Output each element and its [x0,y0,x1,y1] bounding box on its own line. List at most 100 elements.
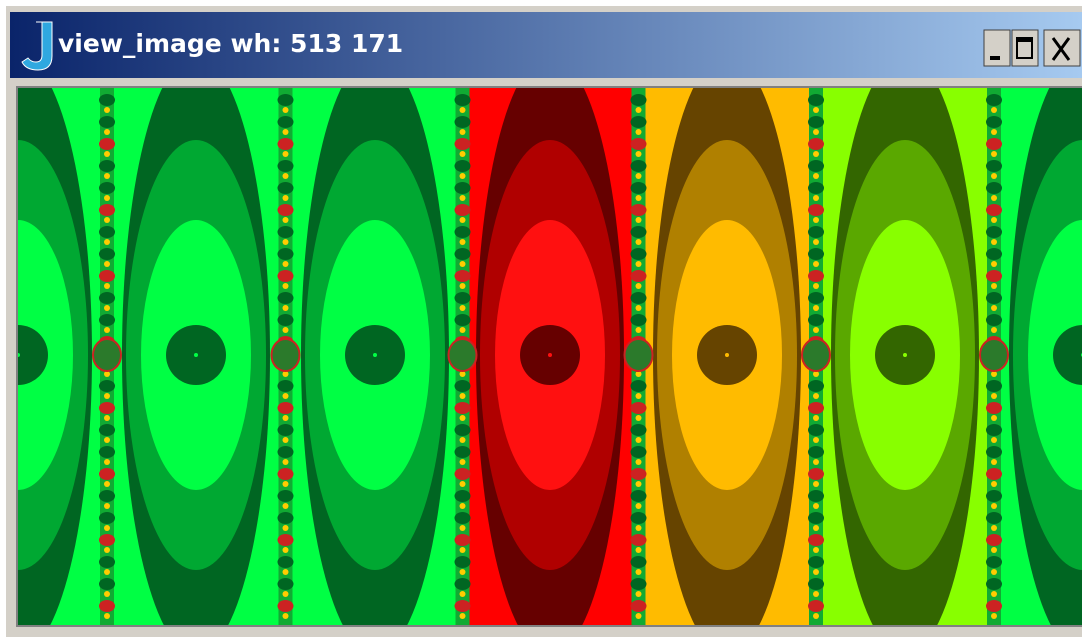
fractal-bud [460,569,466,575]
fractal-bud [278,556,294,568]
fractal-bud [104,481,110,487]
fractal-bud [636,437,642,443]
fractal-bud [991,283,997,289]
fractal-bud [283,305,289,311]
fractal-bud [460,525,466,531]
fractal-bud [99,534,115,546]
fractal-bud [460,613,466,619]
fractal-bud [813,503,819,509]
fractal-bud [104,591,110,597]
fractal-bud [455,270,471,282]
fractal-bud [283,239,289,245]
fractal-bud [991,129,997,135]
fractal-bud [104,217,110,223]
fractal-bud [813,129,819,135]
fractal-bud [455,204,471,216]
fractal-bud [636,503,642,509]
fractal-bud [636,327,642,333]
fractal-bud [104,173,110,179]
fractal-bud [99,314,115,326]
fractal-bud [104,437,110,443]
fractal-bud [991,481,997,487]
fractal-bud [460,503,466,509]
fractal-dot [194,353,198,357]
fractal-bud [636,415,642,421]
fractal-bud [813,173,819,179]
fractal-bud [99,138,115,150]
fractal-bud [986,226,1002,238]
fractal-bud [104,547,110,553]
fractal-bud [631,292,647,304]
fractal-bud [455,116,471,128]
fractal-bud [278,600,294,612]
fractal-bud [104,107,110,113]
fractal-bud [278,446,294,458]
fractal-bud [631,468,647,480]
fractal-bud [455,424,471,436]
maximize-button[interactable] [1012,30,1038,66]
fractal-bud [99,512,115,524]
fractal-bud [986,160,1002,172]
fractal-bud [104,195,110,201]
fractal-bud [99,270,115,282]
fractal-bud [986,402,1002,414]
fractal-bud [460,217,466,223]
fractal-bud [283,261,289,267]
fractal-bud [99,556,115,568]
fractal-bud [455,160,471,172]
fractal-bud [813,459,819,465]
fractal-dot [725,353,729,357]
fractal-bud [460,261,466,267]
fractal-bud [991,195,997,201]
minimize-button[interactable] [984,30,1010,66]
fractal-bud [283,437,289,443]
fractal-node [625,339,653,371]
fractal-bud [283,393,289,399]
fractal-bud [808,446,824,458]
fractal-bud [636,129,642,135]
fractal-bud [460,327,466,333]
fractal-bud [99,248,115,260]
fractal-bud [991,261,997,267]
fractal-bud [986,292,1002,304]
fractal-bud [808,468,824,480]
fractal-bud [986,424,1002,436]
fractal-bud [808,94,824,106]
fractal-bud [813,217,819,223]
fractal-bud [99,204,115,216]
fractal-node [802,339,830,371]
fractal-bud [104,459,110,465]
close-button[interactable] [1044,30,1080,66]
fractal-bud [631,600,647,612]
fractal-bud [278,270,294,282]
fractal-bud [283,107,289,113]
fractal-bud [278,160,294,172]
fractal-bud [283,195,289,201]
fractal-bud [455,314,471,326]
fractal-bud [278,314,294,326]
fractal-bud [808,490,824,502]
fractal-bud [99,182,115,194]
fractal-bud [636,481,642,487]
fractal-bud [283,591,289,597]
fractal-bud [104,613,110,619]
fractal-bud [631,424,647,436]
fractal-bud [991,151,997,157]
fractal-bud [278,424,294,436]
fractal-bud [278,380,294,392]
fractal-bud [455,94,471,106]
fractal-bud [813,613,819,619]
fractal-bud [636,239,642,245]
fractal-bud [283,547,289,553]
fractal-bud [986,314,1002,326]
fractal-bud [986,468,1002,480]
fractal-bud [991,437,997,443]
fractal-bud [99,160,115,172]
fractal-bud [813,261,819,267]
fractal-bud [631,160,647,172]
fractal-bud [278,248,294,260]
fractal-bud [991,591,997,597]
fractal-bud [283,613,289,619]
fractal-bud [808,380,824,392]
fractal-bud [104,393,110,399]
